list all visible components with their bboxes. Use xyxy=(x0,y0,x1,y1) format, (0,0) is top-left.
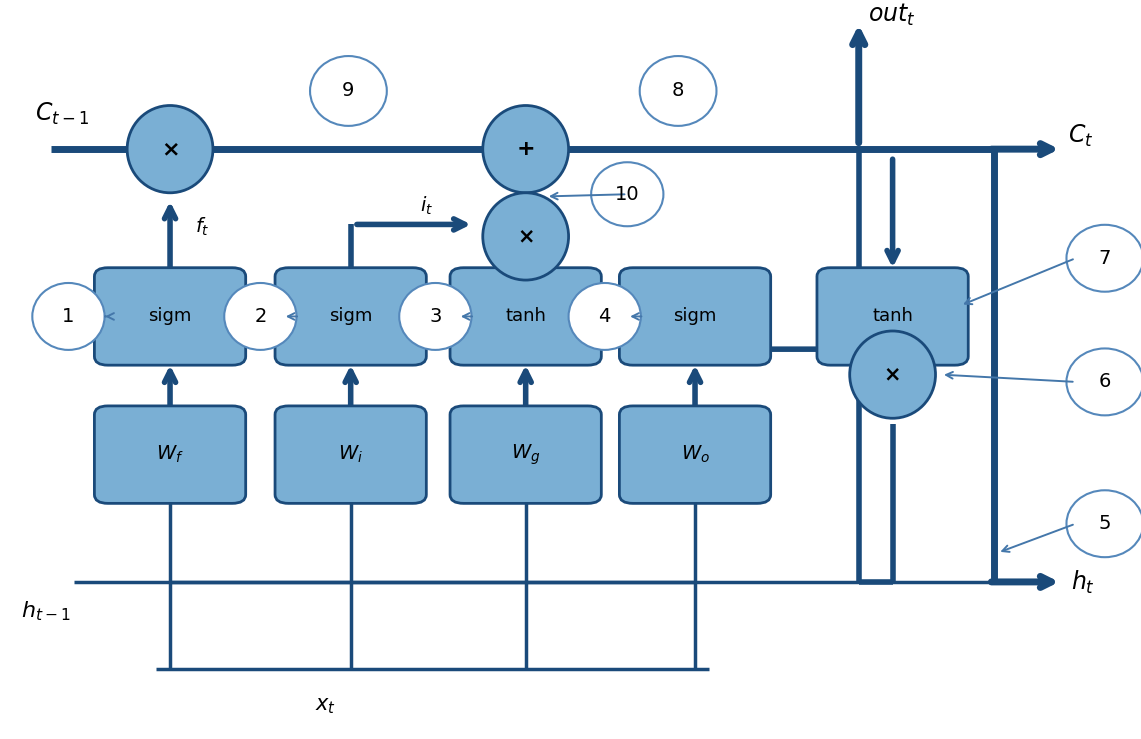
Text: +: + xyxy=(517,139,535,159)
Text: 5: 5 xyxy=(1099,514,1111,534)
Text: sigm: sigm xyxy=(329,307,372,325)
FancyBboxPatch shape xyxy=(450,406,601,503)
Text: $W_i$: $W_i$ xyxy=(338,444,363,466)
Text: 6: 6 xyxy=(1099,372,1111,392)
Text: tanh: tanh xyxy=(505,307,547,325)
FancyBboxPatch shape xyxy=(620,406,770,503)
Text: $C_t$: $C_t$ xyxy=(1068,123,1093,149)
FancyBboxPatch shape xyxy=(817,268,969,365)
Text: $out_t$: $out_t$ xyxy=(868,1,915,27)
Text: sigm: sigm xyxy=(673,307,717,325)
Text: 4: 4 xyxy=(599,307,610,326)
Text: $i_t$: $i_t$ xyxy=(420,195,434,217)
Text: $W_o$: $W_o$ xyxy=(680,444,710,466)
Text: $h_{t-1}$: $h_{t-1}$ xyxy=(21,599,71,623)
Text: $C_{t-1}$: $C_{t-1}$ xyxy=(34,101,89,127)
Ellipse shape xyxy=(32,283,105,350)
Text: 10: 10 xyxy=(615,185,640,204)
Text: 3: 3 xyxy=(429,307,442,326)
Text: ×: × xyxy=(884,364,901,384)
Text: ×: × xyxy=(517,226,534,246)
Ellipse shape xyxy=(1067,349,1141,415)
Text: $o_t$: $o_t$ xyxy=(720,324,739,343)
FancyBboxPatch shape xyxy=(275,406,427,503)
Ellipse shape xyxy=(127,106,213,193)
Text: tanh: tanh xyxy=(872,307,913,325)
Text: $W_f$: $W_f$ xyxy=(156,444,184,466)
FancyBboxPatch shape xyxy=(95,268,245,365)
Ellipse shape xyxy=(483,193,568,280)
Text: 7: 7 xyxy=(1099,249,1111,268)
Ellipse shape xyxy=(225,283,297,350)
FancyBboxPatch shape xyxy=(620,268,770,365)
Ellipse shape xyxy=(568,283,641,350)
Text: 1: 1 xyxy=(63,307,74,326)
Text: $f_t$: $f_t$ xyxy=(195,217,210,239)
Text: $h_t$: $h_t$ xyxy=(1071,568,1095,596)
FancyBboxPatch shape xyxy=(450,268,601,365)
FancyBboxPatch shape xyxy=(275,268,427,365)
Ellipse shape xyxy=(1067,490,1141,557)
Ellipse shape xyxy=(483,106,568,193)
Text: sigm: sigm xyxy=(148,307,192,325)
Text: ×: × xyxy=(161,139,179,159)
Ellipse shape xyxy=(640,56,717,126)
Ellipse shape xyxy=(1067,225,1141,292)
Text: $g_t$: $g_t$ xyxy=(547,282,566,301)
Text: 8: 8 xyxy=(672,81,685,101)
Text: 9: 9 xyxy=(342,81,355,101)
Ellipse shape xyxy=(850,331,936,418)
Text: $W_g$: $W_g$ xyxy=(511,443,541,467)
Text: 2: 2 xyxy=(254,307,267,326)
Text: $x_t$: $x_t$ xyxy=(315,695,335,715)
FancyBboxPatch shape xyxy=(95,406,245,503)
Ellipse shape xyxy=(591,163,663,226)
Ellipse shape xyxy=(399,283,471,350)
Ellipse shape xyxy=(310,56,387,126)
